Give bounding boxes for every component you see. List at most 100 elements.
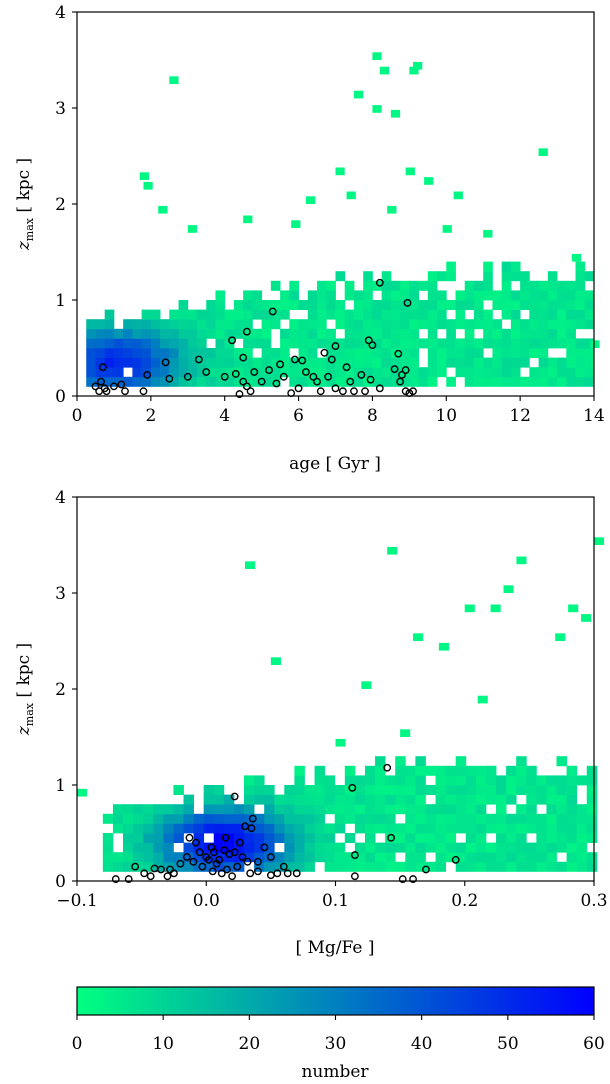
density-cell	[409, 376, 419, 387]
data-point	[102, 387, 111, 396]
density-cell	[326, 348, 336, 358]
density-cell	[363, 319, 373, 330]
density-cell	[86, 348, 96, 358]
y-tick-label: 1	[55, 291, 66, 311]
density-cell	[475, 794, 487, 805]
density-cell	[298, 328, 309, 339]
density-cell	[326, 376, 336, 387]
density-cell	[187, 319, 198, 330]
density-cell	[483, 367, 493, 378]
density-cell	[455, 842, 467, 853]
data-point	[247, 824, 256, 833]
density-cell	[566, 280, 576, 291]
density-cell	[405, 842, 416, 853]
density-cell	[557, 300, 567, 310]
density-cell	[465, 804, 477, 815]
x-tick-label: −0.1	[56, 891, 97, 911]
density-cell	[326, 367, 336, 378]
density-cell	[160, 328, 170, 339]
x-tick-label: 0	[72, 406, 83, 426]
density-cell	[294, 785, 305, 795]
outlier-cell	[477, 695, 488, 704]
mgfe-zmax-y-ticks: 0 1 2 3 4	[55, 488, 77, 892]
density-cell	[483, 290, 493, 301]
data-point	[242, 327, 251, 336]
density-cell	[473, 309, 484, 320]
density-cell	[344, 328, 355, 339]
density-cell	[123, 861, 134, 872]
density-cell	[475, 852, 487, 863]
density-cell	[381, 280, 392, 291]
density-cell	[506, 775, 517, 786]
zmax-symbol: z	[14, 240, 34, 251]
density-cell	[464, 280, 475, 291]
density-cell	[206, 348, 216, 358]
density-cell	[233, 842, 245, 853]
density-cell	[215, 300, 226, 310]
density-cell	[475, 823, 487, 834]
outlier-cell	[335, 738, 346, 747]
density-cell	[415, 842, 426, 853]
density-cell	[575, 261, 586, 272]
density-cell	[187, 367, 198, 378]
density-cell	[584, 300, 595, 310]
density-cell	[261, 357, 272, 368]
density-cell	[213, 785, 225, 795]
density-cell	[385, 804, 396, 815]
age-zmax-density-cells	[86, 52, 600, 387]
density-cell	[133, 852, 144, 863]
density-cell	[169, 357, 179, 368]
density-cell	[334, 785, 346, 795]
density-cell	[473, 290, 484, 301]
density-cell	[252, 300, 263, 310]
density-cell	[465, 785, 477, 795]
density-cell	[418, 280, 429, 291]
density-cell	[375, 765, 386, 776]
density-cell	[335, 357, 346, 368]
density-cell	[112, 804, 124, 815]
outlier-cell	[442, 225, 452, 233]
density-cell	[280, 367, 290, 378]
density-cell	[123, 823, 134, 834]
density-cell	[455, 785, 467, 795]
density-cell	[173, 804, 184, 815]
density-cell	[405, 813, 416, 824]
density-cell	[153, 833, 164, 843]
data-point	[243, 857, 252, 866]
density-cell	[133, 823, 144, 834]
density-cell	[501, 261, 512, 272]
density-cell	[178, 376, 189, 387]
density-cell	[381, 290, 392, 301]
density-cell	[520, 328, 530, 339]
density-cell	[243, 300, 253, 310]
data-point	[185, 833, 194, 842]
density-cell	[381, 309, 392, 320]
density-cell	[381, 300, 392, 310]
data-point	[91, 382, 100, 391]
density-cell	[435, 804, 447, 815]
density-cell	[516, 861, 527, 872]
density-cell	[575, 348, 586, 358]
density-cell	[123, 319, 133, 330]
density-cell	[400, 367, 410, 378]
density-cell	[536, 794, 547, 805]
density-cell	[381, 271, 392, 282]
density-cell	[334, 842, 346, 853]
density-cell	[363, 271, 373, 282]
data-point	[364, 336, 373, 345]
density-cell	[381, 338, 392, 349]
density-cell	[372, 280, 383, 291]
data-point	[266, 871, 275, 880]
density-cell	[496, 842, 507, 853]
data-point	[210, 848, 218, 857]
y-tick-label: 3	[55, 584, 66, 604]
density-cell	[437, 309, 447, 320]
density-cell	[324, 852, 336, 863]
density-cell	[385, 852, 396, 863]
density-cell	[427, 367, 438, 378]
density-cell	[586, 804, 598, 815]
density-cell	[153, 852, 164, 863]
density-cell	[102, 842, 114, 853]
density-cell	[557, 357, 567, 368]
